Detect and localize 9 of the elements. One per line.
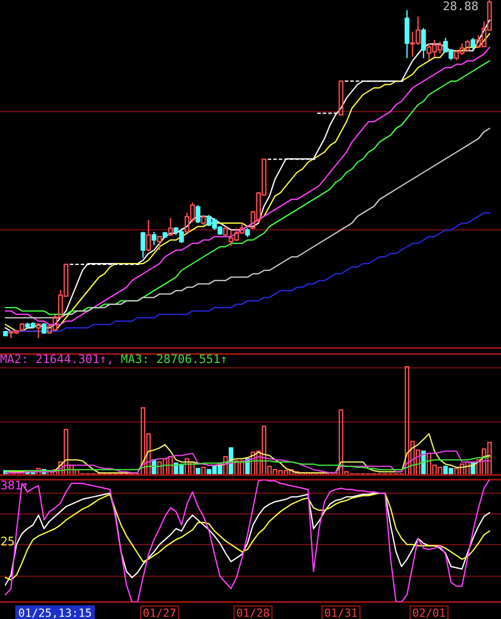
annotation: 25 — [1, 536, 14, 546]
annotation: 28.88 — [444, 1, 478, 10]
x-tick-label: 01/27 — [144, 608, 176, 618]
x-tick-label: 02/01 — [413, 608, 445, 618]
text: MA3: 28706.551↑ — [121, 354, 226, 364]
x-tick-label: 01/28 — [237, 608, 270, 618]
x-tick-label: 01/25,13:15 — [18, 608, 91, 618]
x-tick-label: 01/31 — [325, 608, 357, 618]
text: MA2: 21644.301↑, — [0, 354, 111, 365]
